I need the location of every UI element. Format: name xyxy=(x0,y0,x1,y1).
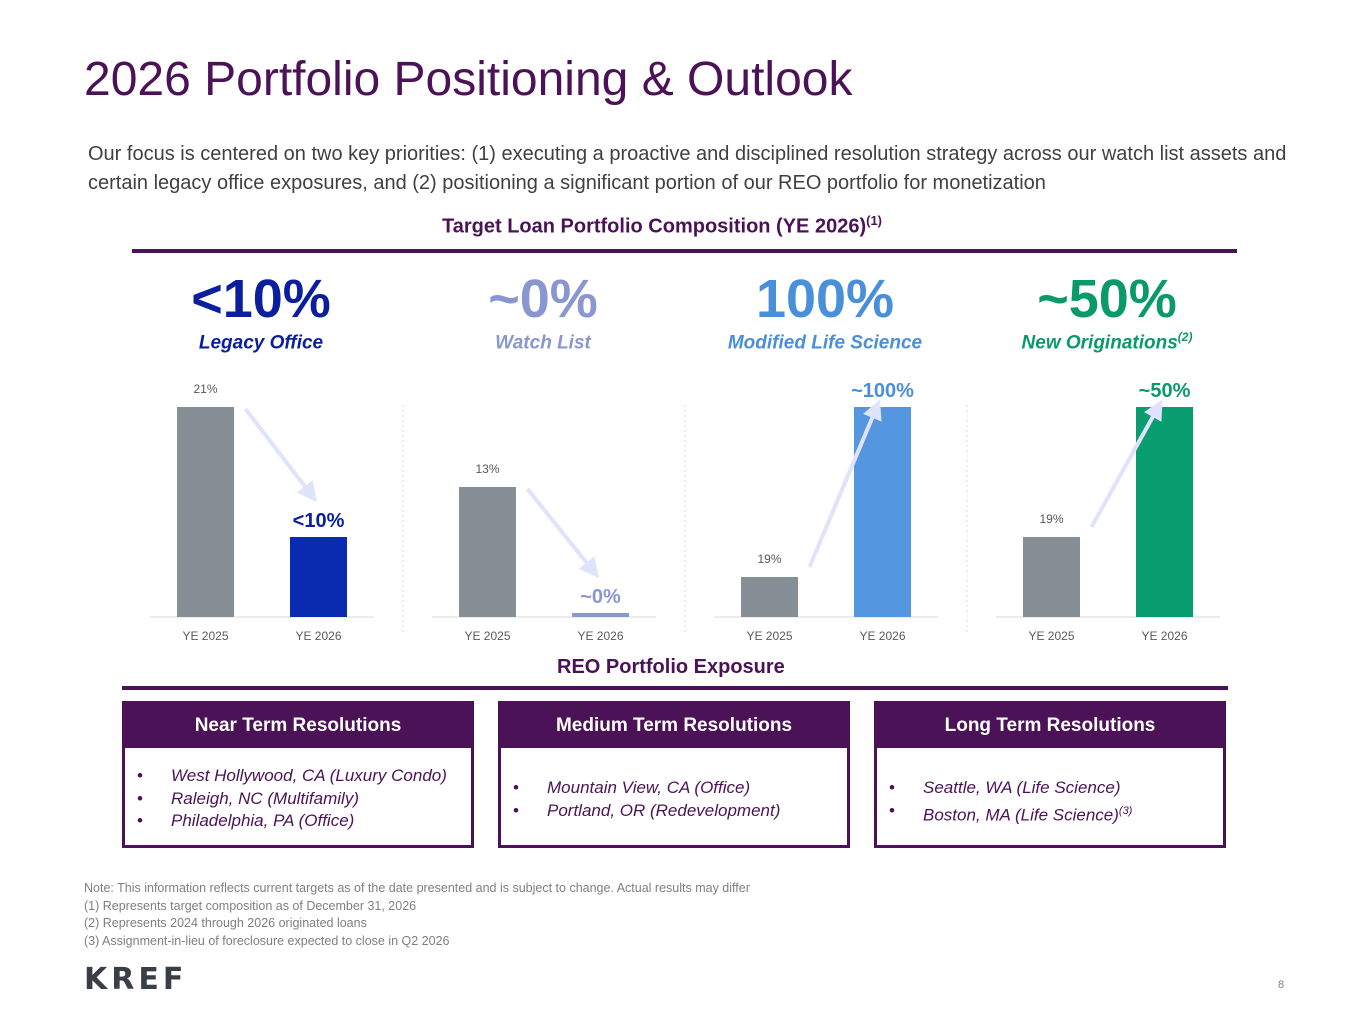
page-number: 8 xyxy=(1278,979,1285,991)
tick-label: YE 2025 xyxy=(182,629,228,643)
bullet-icon: • xyxy=(513,778,519,797)
bar-charts: YE 2025 21% YE 2026 <10% YE 2025 13% YE 2026 ~0… xyxy=(150,380,1220,643)
list-item: • Mountain View, CA (Office) xyxy=(513,777,847,800)
bar xyxy=(290,537,347,617)
bar xyxy=(1136,407,1193,617)
footnotes: Note: This information reflects current … xyxy=(84,880,750,951)
reo-section-rule xyxy=(122,686,1228,690)
bar xyxy=(741,577,798,617)
kpi-label-text: Legacy Office xyxy=(198,332,324,354)
list-item-text: Boston, MA (Life Science) xyxy=(923,805,1119,825)
data-label: ~100% xyxy=(851,380,914,402)
data-label: ~0% xyxy=(580,586,621,608)
footnote: (3) Assignment-in-lieu of foreclosure ex… xyxy=(84,934,450,949)
page-title: 2026 Portfolio Positioning & Outlook xyxy=(84,53,853,106)
data-label: ~50% xyxy=(1139,380,1191,402)
bullet-icon: • xyxy=(137,788,143,808)
tick-label: YE 2026 xyxy=(577,629,623,643)
list-item: • Boston, MA (Life Science)(3) xyxy=(889,800,1223,827)
tick-label: YE 2026 xyxy=(859,629,905,643)
data-label: 13% xyxy=(475,462,499,476)
kpi-modified-life-science: 100% Modified Life Science xyxy=(710,270,940,354)
bullet-icon: • xyxy=(137,811,143,830)
bullet-icon: • xyxy=(889,800,895,820)
kpi-label: Legacy Office xyxy=(146,330,376,354)
tick-label: YE 2025 xyxy=(464,629,510,643)
footnote: (1) Represents target composition as of … xyxy=(84,898,417,913)
data-label: 19% xyxy=(1039,512,1063,526)
kpi-label: Modified Life Science xyxy=(710,330,940,354)
kpi-label-text: New Originations xyxy=(1021,332,1178,354)
footnote: (2) Represents 2024 through 2026 origina… xyxy=(84,916,367,931)
kpi-label: Watch List xyxy=(428,330,658,354)
long-term-box: Long Term Resolutions • Seattle, WA (Life… xyxy=(874,701,1226,848)
kpi-legacy-office: <10% Legacy Office xyxy=(146,270,376,354)
trend-arrow xyxy=(807,399,882,568)
kpi-label-sup: (2) xyxy=(1177,330,1193,344)
trend-arrow xyxy=(243,407,317,503)
bullet-icon: • xyxy=(513,800,519,820)
target-section-title-text: Target Loan Portfolio Composition (YE 20… xyxy=(442,215,867,238)
kpi-label: New Originations(2) xyxy=(992,330,1222,354)
long-term-title: Long Term Resolutions xyxy=(877,704,1223,748)
medium-term-title: Medium Term Resolutions xyxy=(501,704,847,748)
reo-section-title: REO Portfolio Exposure xyxy=(557,656,785,678)
near-term-list: • West Hollywood, CA (Luxury Condo) • Rale… xyxy=(125,748,471,833)
kpi-value: <10% xyxy=(191,269,331,329)
list-item: • Philadelphia, PA (Office) xyxy=(137,810,471,833)
list-item-text: West Hollywood, CA (Luxury Condo) xyxy=(171,766,447,785)
list-item-sup: (3) xyxy=(1118,804,1133,817)
data-label: 21% xyxy=(193,382,217,396)
bar xyxy=(1023,537,1080,617)
tick-label: YE 2026 xyxy=(1141,629,1187,643)
tick-label: YE 2025 xyxy=(1028,629,1074,643)
list-item: • Raleigh, NC (Multifamily) xyxy=(137,788,471,811)
medium-term-box: Medium Term Resolutions • Mountain View, … xyxy=(498,701,850,848)
intro-text: Our focus is centered on two key priorit… xyxy=(88,143,1287,194)
near-term-title: Near Term Resolutions xyxy=(125,704,471,748)
kpi-value: 100% xyxy=(755,269,895,329)
data-label: 19% xyxy=(757,552,781,566)
long-term-list: • Seattle, WA (Life Science) • Boston, MA … xyxy=(877,748,1223,827)
list-item-text: Seattle, WA (Life Science) xyxy=(923,778,1121,797)
bullet-icon: • xyxy=(889,778,895,797)
bar xyxy=(177,407,234,617)
bar xyxy=(459,487,516,617)
trend-arrow xyxy=(525,487,600,579)
kpi-value: ~50% xyxy=(1037,269,1177,329)
bar xyxy=(572,613,629,617)
kpi-label-text: Modified Life Science xyxy=(727,332,923,354)
kpi-label-text: Watch List xyxy=(495,332,591,354)
footnote: Note: This information reflects current … xyxy=(84,881,750,895)
trend-arrow xyxy=(1089,399,1163,528)
list-item: • Portland, OR (Redevelopment) xyxy=(513,800,847,823)
list-item: • West Hollywood, CA (Luxury Condo) xyxy=(137,765,471,788)
target-section-footnote-ref: (1) xyxy=(866,213,882,228)
list-item-text: Mountain View, CA (Office) xyxy=(547,778,751,797)
near-term-box: Near Term Resolutions • West Hollywood, C… xyxy=(122,701,474,848)
list-item-text: Raleigh, NC (Multifamily) xyxy=(171,788,359,808)
tick-label: YE 2026 xyxy=(295,629,341,643)
target-section-title: Target Loan Portfolio Composition (YE 20… xyxy=(442,213,882,239)
kpi-value: ~0% xyxy=(488,269,598,329)
data-label: <10% xyxy=(293,510,345,532)
list-item-text: Philadelphia, PA (Office) xyxy=(171,811,355,830)
list-item: • Seattle, WA (Life Science) xyxy=(889,777,1223,800)
kref-logo: KREF xyxy=(84,962,188,997)
list-item-text: Portland, OR (Redevelopment) xyxy=(547,800,781,820)
kpi-new-originations: ~50% New Originations(2) xyxy=(992,270,1222,354)
kpi-watch-list: ~0% Watch List xyxy=(428,270,658,354)
medium-term-list: • Mountain View, CA (Office) • Portland, O… xyxy=(501,748,847,822)
target-section-rule xyxy=(132,249,1237,253)
tick-label: YE 2025 xyxy=(746,629,792,643)
bullet-icon: • xyxy=(137,766,143,785)
